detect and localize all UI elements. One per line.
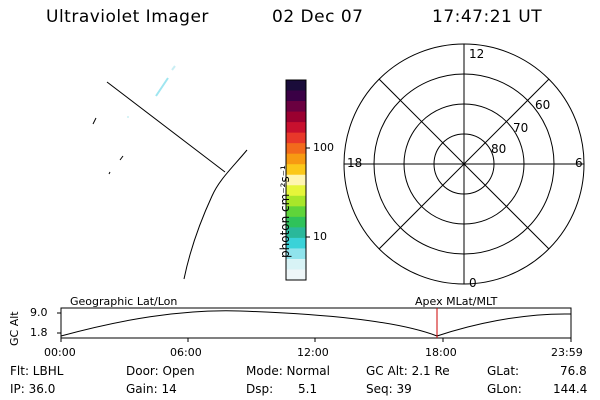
lat-label-80: 80	[491, 142, 507, 156]
colorbar-band	[286, 258, 306, 270]
colorbar-band	[286, 90, 306, 102]
timeline-right-title: Apex MLat/MLT	[415, 295, 498, 308]
glon-value: 144.4	[553, 382, 588, 396]
lat-label-70: 70	[513, 121, 529, 135]
mlt-label-6: 6	[575, 156, 583, 170]
ip-status: IP: 36.0	[10, 382, 56, 396]
dsp-label: Dsp:	[246, 382, 274, 396]
mlt-label-12: 12	[469, 47, 485, 61]
colorbar	[286, 80, 306, 281]
image-artifact	[119, 155, 124, 161]
colorbar-band	[286, 122, 306, 134]
colorbar-unit-label: photon cm⁻²s⁻¹	[278, 165, 292, 258]
mlt-label-18: 18	[347, 156, 363, 170]
colorbar-band	[286, 111, 306, 123]
colorbar-frame	[285, 79, 307, 281]
colorbar-band	[286, 101, 306, 113]
date-label: 02 Dec 07	[272, 7, 364, 27]
dsp-value: 5.1	[298, 382, 318, 396]
glat-value: 76.8	[560, 364, 587, 378]
timeline-xtick-label: 06:00	[170, 346, 202, 359]
gc-altitude-status: GC Alt: 2.1 Re	[366, 364, 450, 378]
filter-status: Flt: LBHL	[10, 364, 64, 378]
image-artifact	[108, 171, 111, 175]
colorbar-band	[286, 80, 306, 92]
polar-grid	[343, 43, 585, 285]
time-label: 17:47:21 UT	[432, 7, 543, 27]
colorbar-band	[286, 185, 306, 197]
colorbar-band	[286, 206, 306, 218]
colorbar-band	[286, 269, 306, 281]
timeline-xtick-label: 00:00	[44, 346, 76, 359]
earth-limb-arc	[183, 149, 248, 280]
timeline-ymin: 1.8	[30, 326, 48, 339]
timeline-left-title: Geographic Lat/Lon	[70, 295, 178, 308]
instrument-title: Ultraviolet Imager	[46, 7, 209, 27]
colorbar-band	[286, 237, 306, 249]
colorbar-band	[286, 216, 306, 228]
door-status: Door: Open	[126, 364, 195, 378]
glon-label: GLon:	[487, 382, 522, 396]
timeline-ymax: 9.0	[30, 306, 48, 319]
timeline-xtick-label: 23:59	[551, 346, 583, 359]
sequence-status: Seq: 39	[366, 382, 412, 396]
lat-label-60: 60	[535, 98, 551, 112]
colorbar-band	[286, 153, 306, 165]
colorbar-band	[286, 248, 306, 260]
colorbar-band	[286, 195, 306, 207]
aurora-pixels	[127, 65, 176, 118]
timeline-ylabel: GC Alt	[8, 311, 21, 346]
altitude-timeline-frame	[60, 307, 572, 339]
colorbar-band	[286, 227, 306, 239]
terminator-line	[106, 81, 226, 173]
mlt-label-0: 0	[469, 276, 477, 290]
colorbar-tick-label: 10	[313, 230, 327, 243]
colorbar-band	[286, 164, 306, 176]
colorbar-band	[286, 174, 306, 186]
geo-image-panel	[92, 81, 248, 280]
gain-status: Gain: 14	[126, 382, 177, 396]
timeline-xtick-label: 12:00	[297, 346, 329, 359]
timeline-xtick-label: 18:00	[425, 346, 457, 359]
mode-status: Mode: Normal	[246, 364, 330, 378]
altitude-curve	[60, 310, 572, 337]
colorbar-tick-label: 100	[313, 141, 334, 154]
colorbar-band	[286, 143, 306, 155]
colorbar-band	[286, 132, 306, 144]
image-artifact	[92, 117, 97, 125]
glat-label: GLat:	[487, 364, 520, 378]
